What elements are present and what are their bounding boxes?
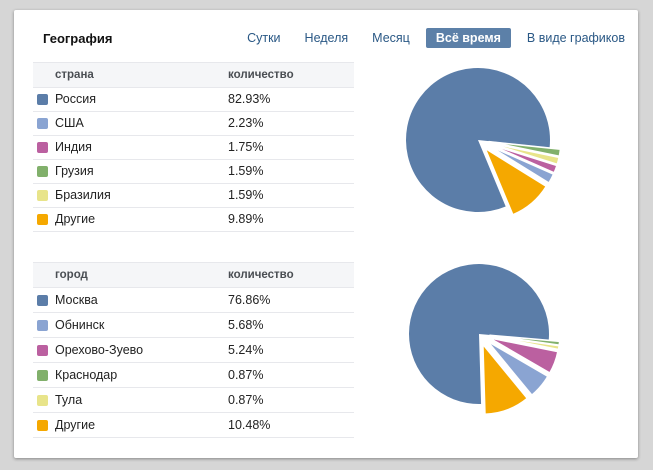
legend-label: США <box>55 116 84 130</box>
color-swatch-icon <box>37 190 48 201</box>
period-tabs: Сутки Неделя Месяц Всё время В виде граф… <box>223 27 625 49</box>
legend-row: Индия 1.75% <box>33 136 354 160</box>
city-pie-chart <box>409 264 561 416</box>
color-swatch-icon <box>37 295 48 306</box>
percent-value: 9.89% <box>228 212 264 226</box>
pie-slice <box>487 143 558 174</box>
legend-row: Тула 0.87% <box>33 388 354 413</box>
percent-value: 10.48% <box>228 418 271 432</box>
country-pie-chart <box>406 68 562 216</box>
pie-slice <box>486 144 555 184</box>
percent-value: 1.59% <box>228 188 264 202</box>
column-header-amount: количество <box>228 269 294 281</box>
color-swatch-icon <box>37 118 48 129</box>
legend-label: Другие <box>55 418 96 432</box>
column-header-amount: количество <box>228 69 294 81</box>
tab-all-time[interactable]: Всё время <box>425 28 511 48</box>
color-swatch-icon <box>37 320 48 331</box>
tab-week[interactable]: Неделя <box>304 31 349 45</box>
city-table-header: город количество <box>33 262 354 288</box>
legend-row: Бразилия 1.59% <box>33 184 354 208</box>
pie-slice <box>486 340 549 396</box>
percent-value: 1.59% <box>228 164 264 178</box>
pie-slice <box>489 335 560 351</box>
percent-value: 1.75% <box>228 140 264 154</box>
color-swatch-icon <box>37 345 48 356</box>
percent-value: 5.68% <box>228 318 264 332</box>
legend-row: Россия 82.93% <box>33 88 354 112</box>
legend-label: Тула <box>55 393 83 407</box>
pie-slice <box>484 147 548 216</box>
tab-day[interactable]: Сутки <box>247 31 281 45</box>
country-table-body: Россия 82.93% США 2.23% Индия 1.75% Грузия 1.59… <box>33 88 354 232</box>
page-title: География <box>43 31 113 46</box>
pie-slice <box>482 343 529 416</box>
view-as-graphs-link[interactable]: В виде графиков <box>526 31 625 45</box>
pie-slice <box>488 337 559 374</box>
country-table-header: страна количество <box>33 62 354 88</box>
tab-month[interactable]: Месяц <box>372 31 410 45</box>
color-swatch-icon <box>37 395 48 406</box>
color-swatch-icon <box>37 94 48 105</box>
percent-value: 0.87% <box>228 368 264 382</box>
legend-row: Орехово-Зуево 5.24% <box>33 338 354 363</box>
legend-row: Обнинск 5.68% <box>33 313 354 338</box>
city-table-body: Москва 76.86% Обнинск 5.68% Орехово-Зуево 5.2… <box>33 288 354 438</box>
percent-value: 2.23% <box>228 116 264 130</box>
percent-value: 76.86% <box>228 293 271 307</box>
percent-value: 0.87% <box>228 393 264 407</box>
legend-label: Индия <box>55 140 92 154</box>
city-table: город количество Москва 76.86% Обнинск 5.68… <box>33 262 354 438</box>
pie-slice <box>488 140 562 158</box>
pie-slice <box>487 141 560 166</box>
pie-slice-main <box>409 264 549 404</box>
legend-label: Бразилия <box>55 188 111 202</box>
percent-value: 5.24% <box>228 343 264 357</box>
legend-label: Другие <box>55 212 96 226</box>
color-swatch-icon <box>37 370 48 381</box>
legend-label: Москва <box>55 293 98 307</box>
percent-value: 82.93% <box>228 92 271 106</box>
legend-row: Москва 76.86% <box>33 288 354 313</box>
color-swatch-icon <box>37 214 48 225</box>
legend-row: Грузия 1.59% <box>33 160 354 184</box>
geography-stats-panel: География Сутки Неделя Месяц Всё время В… <box>14 10 638 458</box>
column-header-city: город <box>55 269 88 281</box>
color-swatch-icon <box>37 420 48 431</box>
legend-label: Орехово-Зуево <box>55 343 144 357</box>
legend-row: Краснодар 0.87% <box>33 363 354 388</box>
color-swatch-icon <box>37 142 48 153</box>
legend-label: Россия <box>55 92 96 106</box>
legend-row: Другие 9.89% <box>33 208 354 232</box>
legend-label: Краснодар <box>55 368 118 382</box>
color-swatch-icon <box>37 166 48 177</box>
column-header-country: страна <box>55 69 94 81</box>
legend-row: Другие 10.48% <box>33 413 354 438</box>
pie-slice-main <box>406 68 550 213</box>
legend-row: США 2.23% <box>33 112 354 136</box>
legend-label: Обнинск <box>55 318 105 332</box>
country-table: страна количество Россия 82.93% США 2.23% Ин… <box>33 62 354 232</box>
legend-label: Грузия <box>55 164 94 178</box>
